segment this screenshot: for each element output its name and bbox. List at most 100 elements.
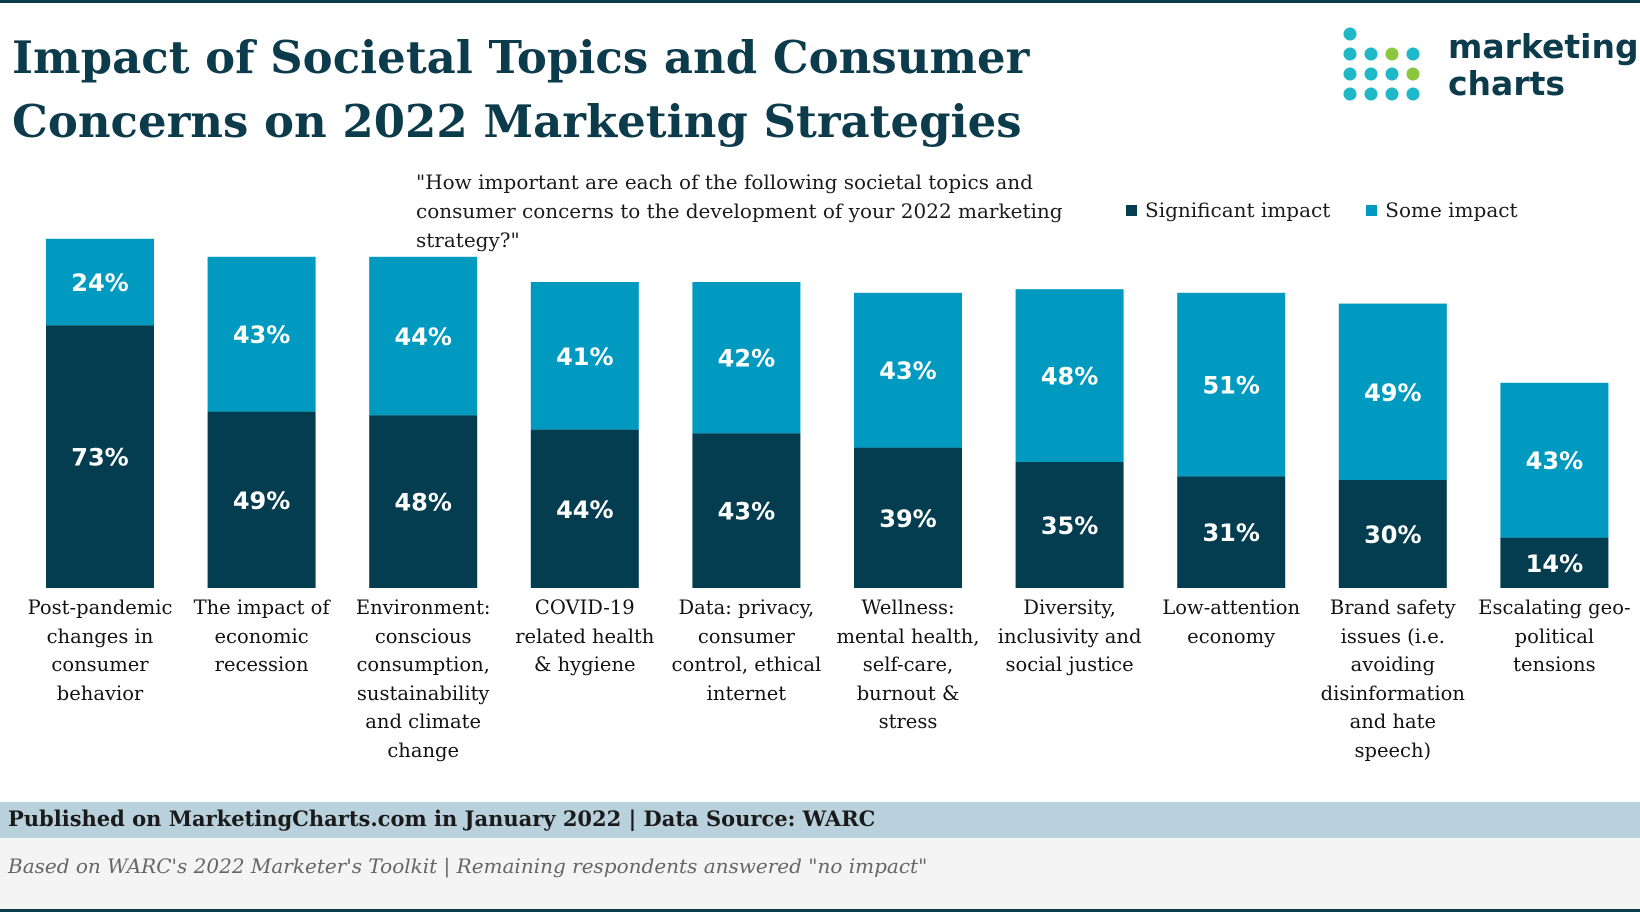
category-label-2-line-5: change [387, 738, 460, 762]
category-label-8-line-1: issues (i.e. [1340, 624, 1445, 648]
category-label-0-line-2: consumer [51, 653, 149, 676]
category-label-8: Brand safety issues (i.e. avoiding disinfor… [1313, 594, 1473, 765]
bar-some-3 [530, 282, 639, 430]
category-label-6: Diversity, inclusivity and social justice [990, 594, 1150, 680]
bar-some-5 [854, 292, 962, 448]
category-label-2-line-4: and climate [365, 710, 482, 733]
category-label-9-line-2: tensions [1513, 653, 1596, 676]
category-label-7: Low-attention economy [1151, 594, 1311, 651]
footer-bar: Published on MarketingCharts.com in Janu… [0, 802, 1640, 838]
category-label-0-line-1: changes in [46, 624, 154, 648]
value-label-some-6: 48% [1041, 363, 1098, 391]
category-label-0-line-0: Post-pandemic [27, 596, 173, 619]
chart-title: Impact of Societal Topics and Consumer C… [12, 26, 1292, 154]
value-label-some-4: 42% [718, 345, 775, 373]
footer-note-area: Based on WARC's 2022 Marketer's Toolkit … [0, 838, 1640, 912]
logo-dots-icon [1343, 27, 1420, 101]
category-label-5-line-0: Wellness: [861, 596, 955, 619]
chart-title-line-1: Impact of Societal Topics and Consumer [12, 31, 1030, 84]
category-label-5-line-4: stress [878, 710, 938, 733]
value-label-some-1: 43% [233, 321, 290, 349]
bar-some-8 [1338, 303, 1447, 480]
bar-significant-7 [1177, 476, 1286, 588]
bar-significant-4 [692, 433, 801, 588]
category-label-3-line-2: & hygiene [534, 653, 636, 676]
category-label-2-line-0: Environment: [355, 596, 491, 619]
category-label-4-line-3: internet [706, 681, 787, 705]
logo-dot [1364, 87, 1378, 101]
value-label-some-3: 41% [556, 343, 613, 371]
bar-some-7 [1177, 292, 1286, 477]
category-label-0: Post-pandemic changes in consumer behavior [20, 594, 180, 708]
value-label-some-5: 43% [879, 357, 936, 385]
category-label-8-line-5: speech) [1354, 738, 1432, 762]
category-label-9-line-0: Escalating geo- [1478, 596, 1631, 619]
logo-dot [1385, 67, 1399, 81]
logo-text-line-2: charts [1448, 64, 1566, 103]
bar-significant-1 [207, 411, 316, 588]
value-label-significant-6: 35% [1041, 512, 1098, 540]
category-label-5-line-3: burnout & [856, 681, 960, 705]
category-label-2: Environment: conscious consumption, sustain… [343, 594, 503, 765]
value-label-some-2: 44% [394, 323, 451, 351]
logo-dot [1343, 87, 1357, 101]
bar-significant-2 [369, 415, 478, 588]
logo-dot [1343, 47, 1357, 61]
category-label-4-line-2: control, ethical [671, 653, 822, 676]
bar-significant-6 [1015, 462, 1124, 588]
legend-label-some: Some impact [1385, 198, 1518, 222]
category-label-7-line-1: economy [1187, 624, 1276, 648]
logo-dot [1364, 67, 1378, 81]
category-label-5-line-2: self-care, [862, 653, 954, 676]
bar-some-0 [46, 238, 154, 326]
survey-question: "How important are each of the following… [416, 170, 1063, 252]
category-label-3-line-1: related health [515, 624, 655, 648]
bar-some-4 [692, 282, 801, 434]
category-label-1-line-0: The impact of [193, 596, 330, 619]
category-label-6-line-1: inclusivity and [997, 624, 1142, 648]
value-label-significant-3: 44% [556, 496, 613, 524]
category-label-8-line-4: and hate [1349, 710, 1437, 733]
bar-significant-8 [1338, 480, 1447, 588]
value-label-significant-9: 14% [1526, 550, 1583, 578]
category-label-0-line-3: behavior [56, 681, 144, 705]
category-label-5: Wellness: mental health, self-care, burnout… [828, 594, 988, 737]
category-label-8-line-2: avoiding [1350, 653, 1435, 676]
category-label-4: Data: privacy, consumer control, ethical in… [666, 594, 826, 708]
category-label-6-line-0: Diversity, [1023, 596, 1116, 619]
category-label-9-line-1: political [1514, 624, 1595, 648]
category-label-7-line-0: Low-attention [1162, 596, 1301, 619]
value-label-significant-4: 43% [718, 498, 775, 526]
logo-dot [1343, 67, 1357, 81]
bar-significant-9 [1500, 537, 1609, 588]
category-label-2-line-2: consumption, [356, 653, 490, 676]
chart-title-line-2: Concerns on 2022 Marketing Strategies [12, 95, 1022, 148]
category-label-6-line-2: social justice [1005, 653, 1134, 676]
marketingcharts-logo: marketing charts [1338, 26, 1639, 106]
category-label-2-line-1: conscious [374, 624, 472, 648]
bottom-rule [0, 909, 1640, 912]
legend-swatch-significant [1126, 204, 1137, 216]
logo-dot [1406, 67, 1420, 81]
category-label-8-line-0: Brand safety [1329, 596, 1456, 619]
category-label-3: COVID-19 related health & hygiene [505, 594, 665, 680]
legend-item-some: Some impact [1366, 198, 1517, 222]
value-label-significant-2: 48% [394, 489, 451, 517]
category-label-4-line-0: Data: privacy, [678, 596, 815, 619]
logo-dot [1364, 47, 1378, 61]
value-label-some-0: 24% [71, 269, 128, 297]
logo-text-line-1: marketing [1448, 27, 1639, 66]
logo-dot [1385, 87, 1399, 101]
logo-dot [1385, 47, 1399, 61]
category-label-5-line-1: mental health, [836, 624, 980, 648]
chart-legend: Significant impact Some impact [1126, 198, 1517, 222]
top-rule [0, 0, 1640, 3]
value-label-some-7: 51% [1202, 372, 1259, 400]
legend-label-significant: Significant impact [1145, 198, 1331, 222]
logo-dot [1406, 87, 1420, 101]
bar-some-6 [1015, 289, 1124, 462]
value-label-significant-5: 39% [879, 505, 936, 533]
value-label-some-8: 49% [1364, 379, 1421, 407]
logo-dot [1343, 27, 1357, 41]
bar-some-1 [207, 256, 316, 412]
